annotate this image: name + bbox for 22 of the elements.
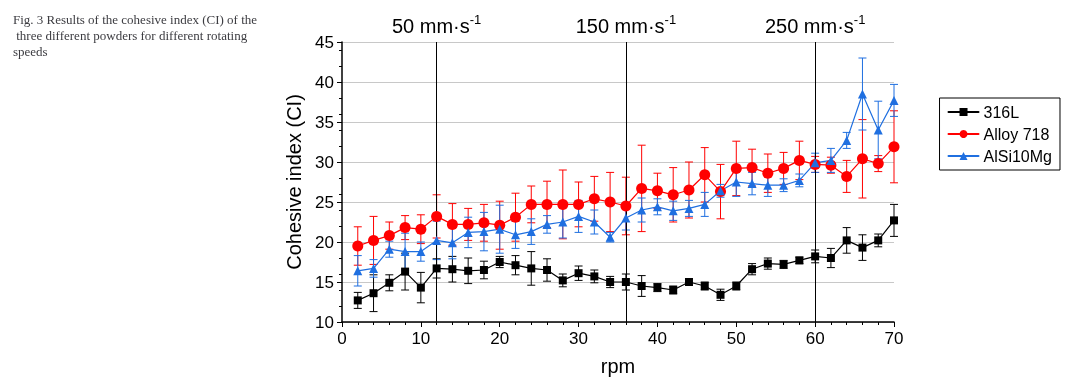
x-tick-label: 0 — [337, 329, 347, 348]
legend-label: AlSi10Mg — [983, 147, 1053, 165]
text: Fig. 3 Results of the cohesive index (CI) of the three different powders for different rotating speeds — [13, 11, 258, 59]
x-tick-label: 60 — [805, 329, 825, 348]
x-axis-title: rpm — [600, 355, 636, 377]
x-tick-label: 70 — [884, 329, 904, 348]
y-tick-label: 30 — [315, 152, 334, 172]
y-tick-label: 25 — [315, 192, 334, 212]
y-tick-label: 10 — [315, 312, 334, 332]
y-tick-label: 40 — [315, 72, 334, 92]
y-tick-label: 35 — [315, 112, 334, 132]
legend-label: 316L — [983, 103, 1020, 121]
x-tick-label: 10 — [411, 329, 431, 348]
y-axis-title: Cohesive index (CI) — [283, 94, 306, 270]
x-tick-label: 20 — [490, 329, 510, 348]
x-tick-label: 30 — [569, 329, 589, 348]
x-tick-label: 40 — [647, 329, 667, 348]
y-tick-label: 20 — [315, 232, 334, 252]
x-tick-label: 50 — [726, 329, 746, 348]
y-tick-label: 15 — [315, 272, 334, 292]
y-tick-label: 45 — [315, 32, 334, 52]
legend-label: Alloy 718 — [983, 125, 1050, 143]
